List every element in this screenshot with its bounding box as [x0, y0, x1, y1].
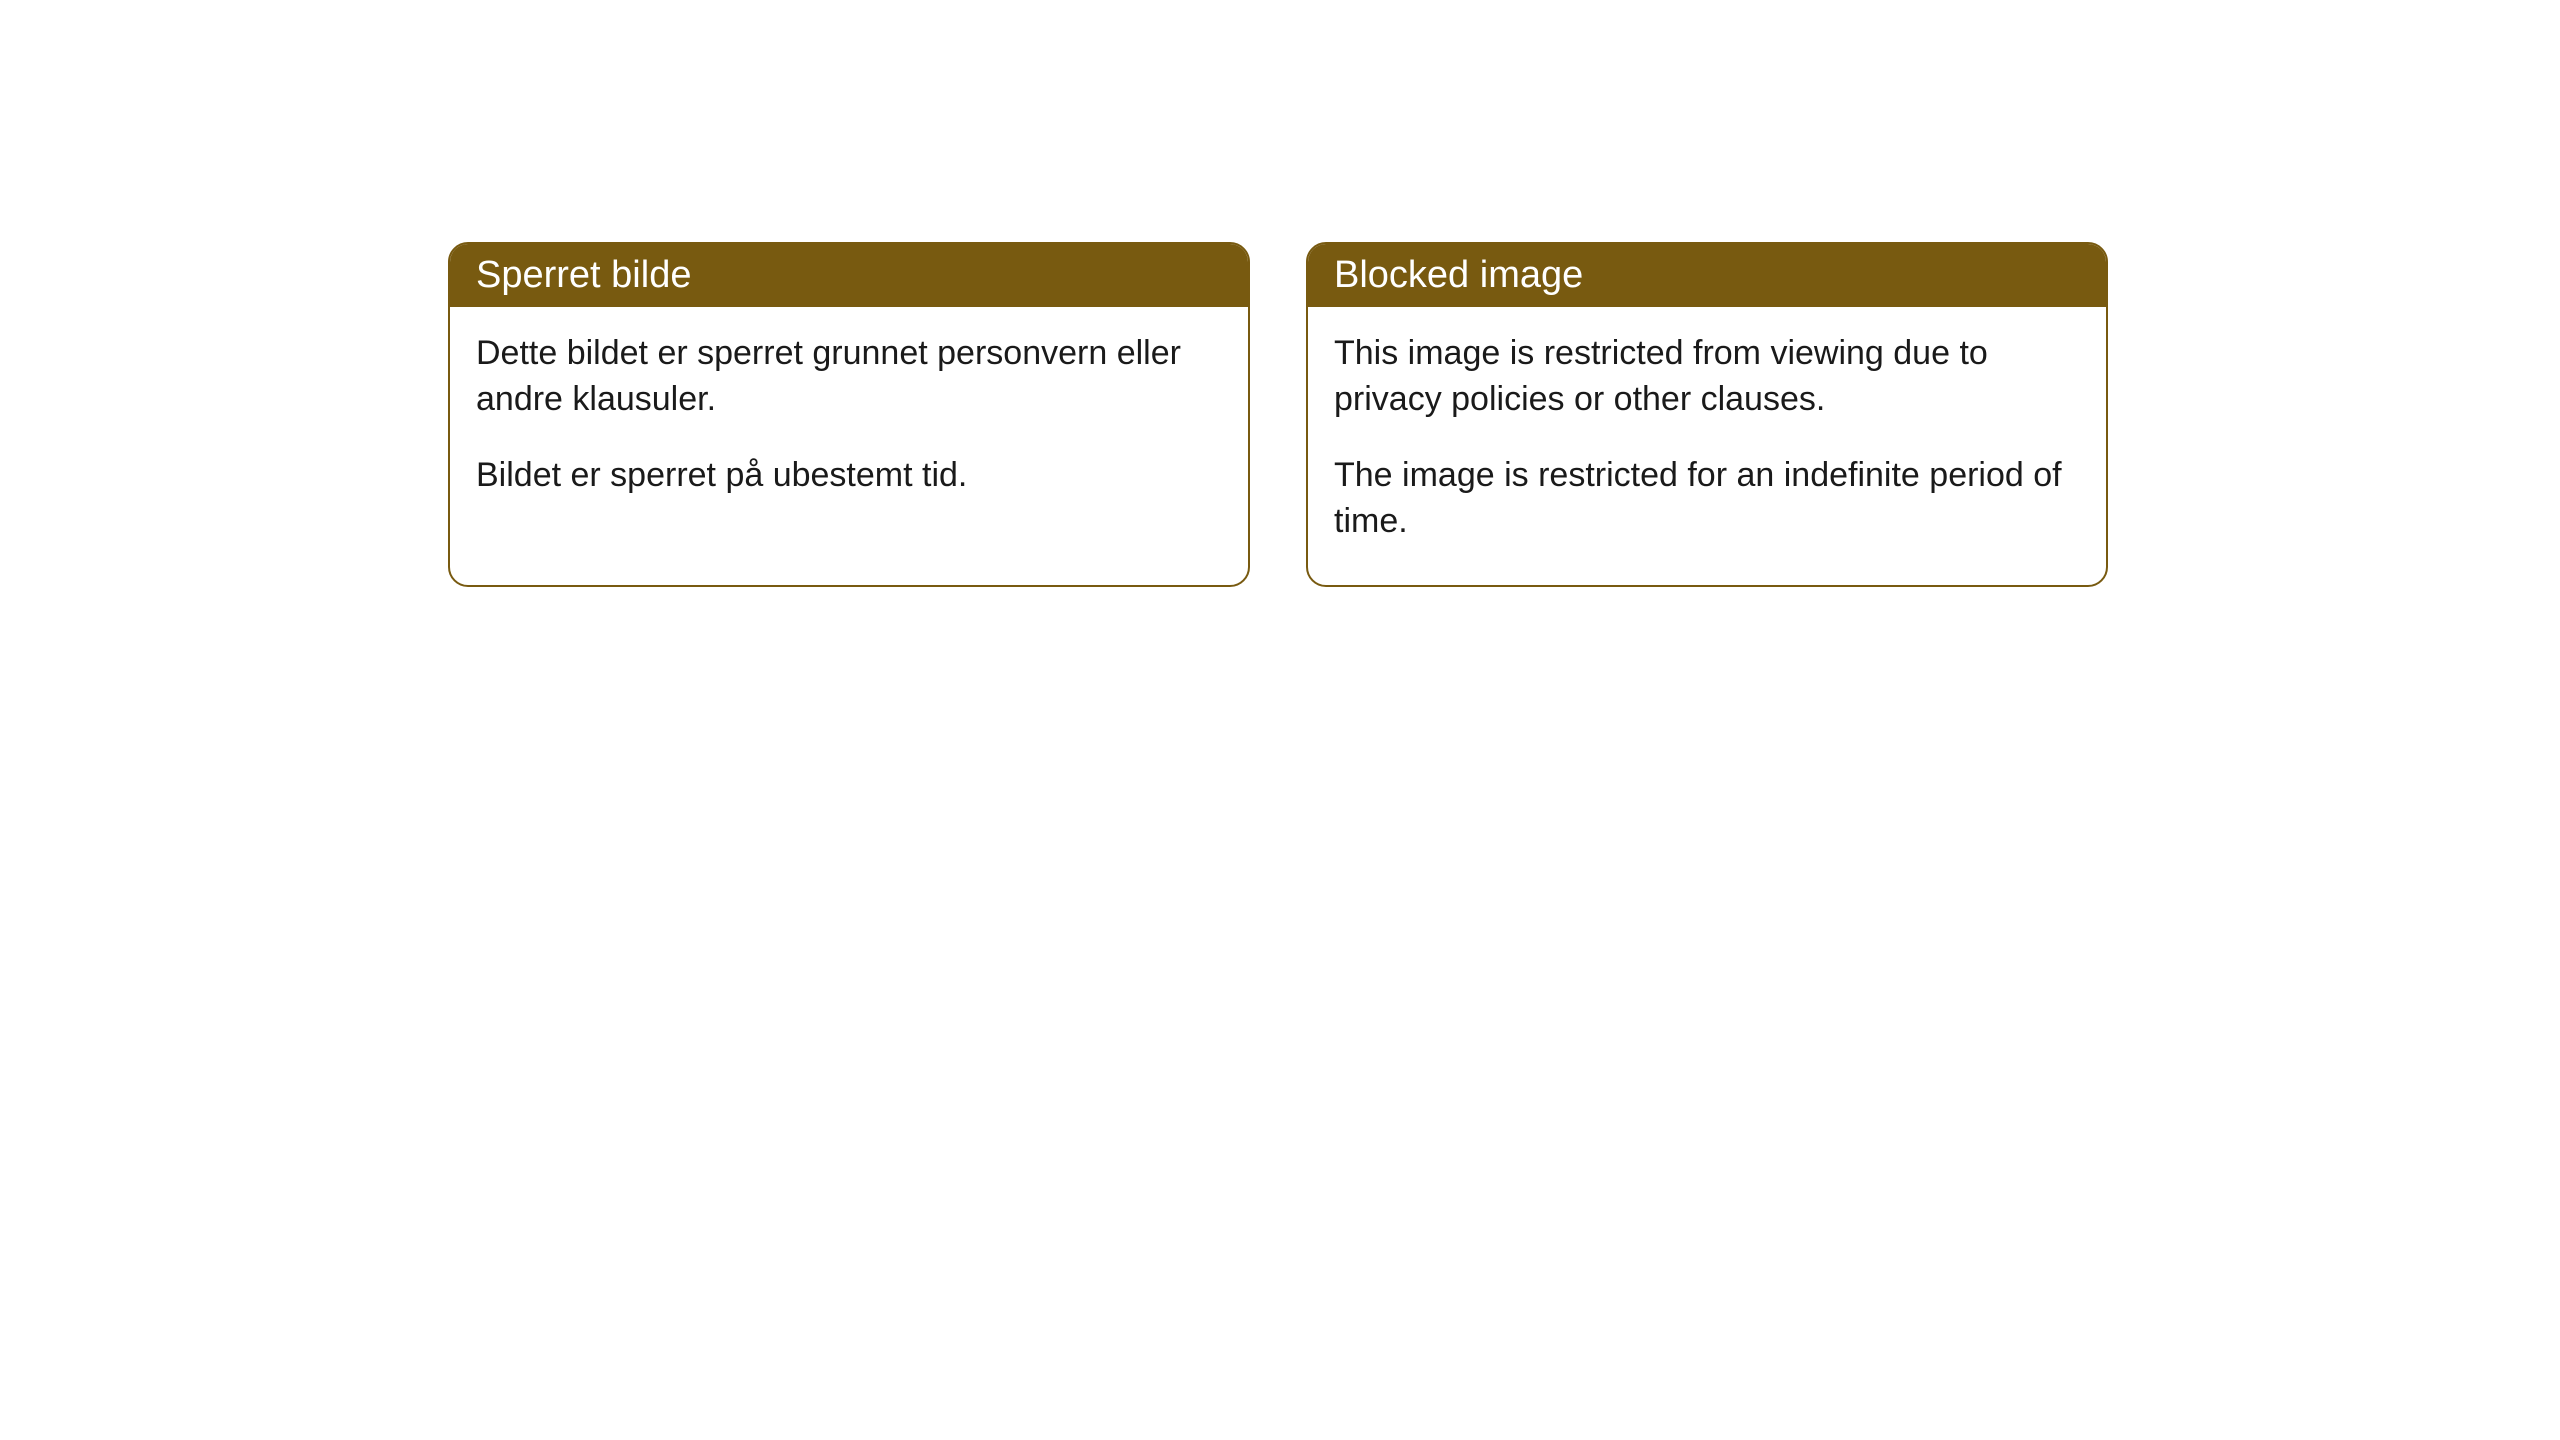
card-paragraph-1: This image is restricted from viewing du…: [1334, 331, 2080, 423]
card-paragraph-1: Dette bildet er sperret grunnet personve…: [476, 331, 1222, 423]
blocked-image-card-norwegian: Sperret bilde Dette bildet er sperret gr…: [448, 242, 1250, 587]
card-paragraph-2: Bildet er sperret på ubestemt tid.: [476, 453, 1222, 499]
card-header: Blocked image: [1308, 244, 2106, 307]
cards-container: Sperret bilde Dette bildet er sperret gr…: [0, 0, 2560, 587]
blocked-image-card-english: Blocked image This image is restricted f…: [1306, 242, 2108, 587]
card-body: Dette bildet er sperret grunnet personve…: [450, 307, 1248, 539]
card-paragraph-2: The image is restricted for an indefinit…: [1334, 453, 2080, 545]
card-header: Sperret bilde: [450, 244, 1248, 307]
card-title: Sperret bilde: [476, 254, 691, 296]
card-title: Blocked image: [1334, 254, 1583, 296]
card-body: This image is restricted from viewing du…: [1308, 307, 2106, 585]
